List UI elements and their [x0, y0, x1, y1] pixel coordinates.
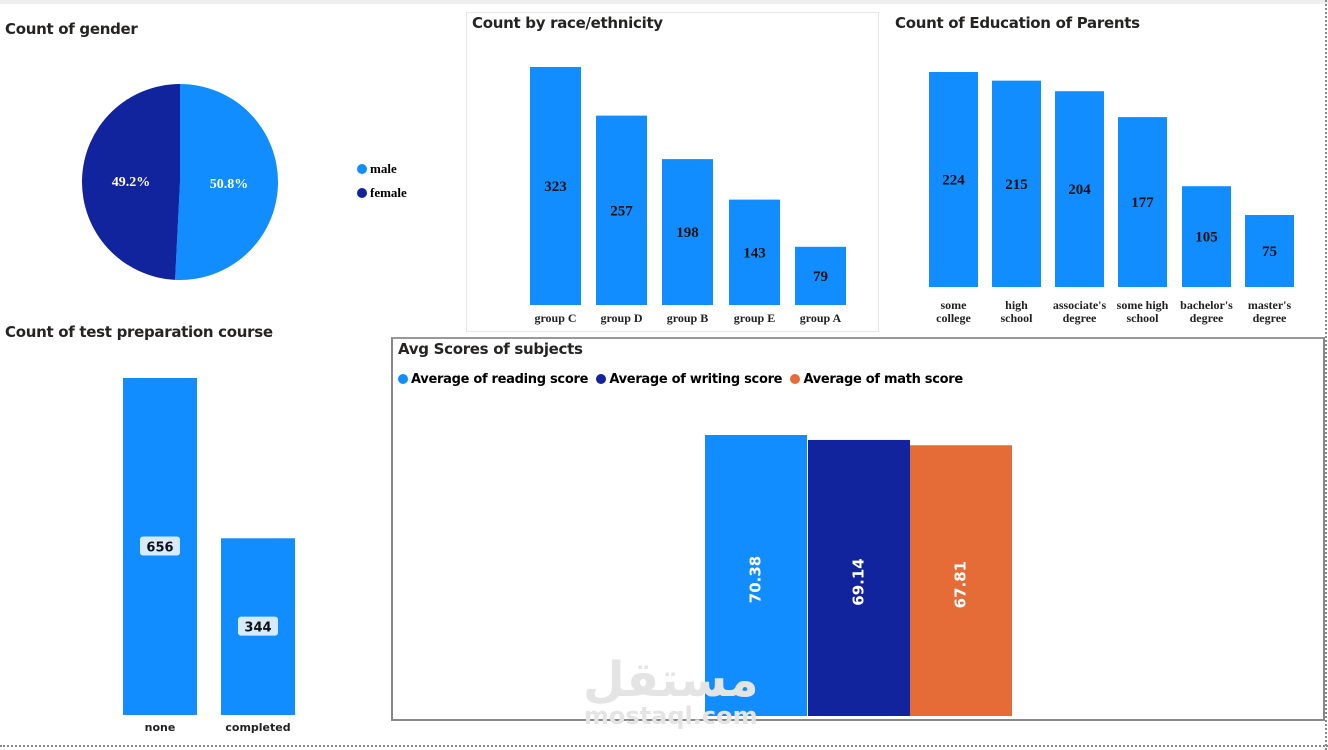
data-label-box: [238, 616, 278, 636]
bar[interactable]: [123, 378, 197, 715]
data-label: 344: [244, 621, 271, 636]
pie-data-label: 49.2%: [112, 175, 151, 190]
scores-chart-title: Avg Scores of subjects: [398, 340, 583, 358]
axis-tick-label: associate's: [1053, 298, 1107, 312]
axis-tick-label: bachelor's: [1180, 298, 1233, 312]
gender-legend: male female: [357, 161, 407, 201]
axis-tick-label: completed: [225, 721, 290, 734]
legend-dot-female: [357, 188, 367, 198]
data-label: 177: [1131, 195, 1154, 211]
bar[interactable]: [1055, 91, 1104, 287]
legend-label: female: [370, 185, 407, 200]
bottom-border: [0, 745, 1328, 747]
data-label-box: [140, 536, 180, 556]
data-label: 75: [1262, 244, 1277, 260]
pie-slice-male[interactable]: [175, 84, 279, 280]
legend-dot-male: [357, 164, 367, 174]
axis-tick-label: degree: [1190, 311, 1224, 325]
legend-item-male[interactable]: male: [357, 161, 407, 177]
race-chart-panel: [466, 12, 879, 332]
axis-tick-label: high: [1005, 298, 1028, 312]
top-border: [0, 0, 1328, 4]
data-label: 224: [942, 173, 965, 189]
scores-legend: Average of reading score Average of writ…: [398, 372, 963, 387]
prep-chart-title: Count of test preparation course: [5, 323, 273, 341]
legend-item-writing[interactable]: Average of writing score: [596, 372, 783, 387]
data-label: 656: [146, 541, 173, 556]
pie-slice-female[interactable]: [82, 84, 180, 280]
scores-chart-panel: [391, 337, 1325, 721]
legend-dot: [596, 374, 607, 384]
legend-dot: [790, 374, 801, 384]
axis-tick-label: none: [145, 721, 176, 734]
right-border: [1325, 0, 1327, 750]
axis-tick-label: school: [1000, 311, 1033, 325]
education-chart-title: Count of Education of Parents: [895, 14, 1140, 32]
data-label: 204: [1068, 182, 1091, 198]
axis-tick-label: some high: [1117, 298, 1169, 312]
bar[interactable]: [1182, 186, 1231, 287]
legend-label: Average of math score: [803, 372, 963, 387]
bar[interactable]: [1245, 215, 1294, 287]
legend-item-math[interactable]: Average of math score: [790, 372, 963, 387]
axis-tick-label: degree: [1253, 311, 1287, 325]
axis-tick-label: some: [941, 298, 968, 312]
legend-label: male: [370, 161, 397, 176]
legend-dot: [398, 374, 408, 384]
bar[interactable]: [221, 538, 295, 715]
bar[interactable]: [992, 80, 1041, 287]
legend-item-reading[interactable]: Average of reading score: [398, 372, 588, 387]
legend-label: Average of reading score: [411, 372, 589, 387]
data-label: 215: [1005, 177, 1028, 193]
pie-data-label: 50.8%: [210, 177, 249, 192]
axis-tick-label: master's: [1248, 298, 1292, 312]
race-chart-title: Count by race/ethnicity: [472, 14, 663, 32]
gender-pie-chart: 50.8% 49.2%: [82, 84, 279, 280]
data-label: 105: [1195, 230, 1218, 246]
legend-item-female[interactable]: female: [357, 185, 407, 201]
legend-label: Average of writing score: [609, 372, 783, 387]
axis-tick-label: college: [936, 311, 971, 325]
axis-tick-label: degree: [1063, 311, 1097, 325]
bar[interactable]: [1118, 117, 1167, 288]
bar[interactable]: [929, 72, 978, 287]
axis-tick-label: school: [1126, 311, 1159, 325]
gender-chart-title: Count of gender: [5, 20, 138, 38]
